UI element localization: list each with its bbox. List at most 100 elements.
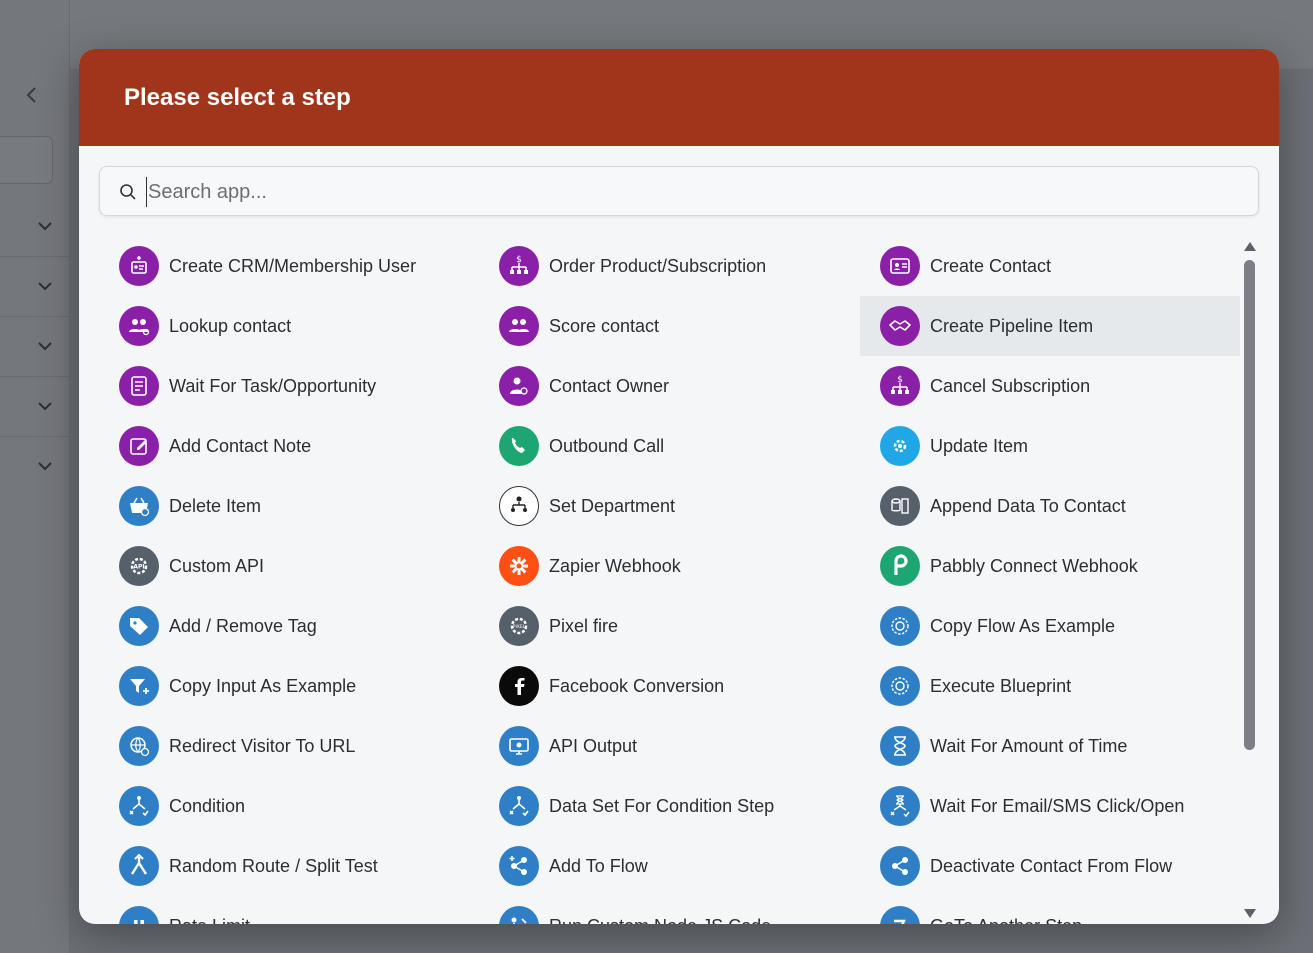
scrollbar[interactable]	[1240, 236, 1260, 924]
step-item[interactable]: Copy Flow As Example	[860, 596, 1240, 656]
step-label: Add To Flow	[549, 855, 648, 876]
step-item[interactable]: Delete Item	[99, 476, 479, 536]
step-item[interactable]: API Custom API	[99, 536, 479, 596]
step-label: Add / Remove Tag	[169, 615, 317, 636]
step-item[interactable]: Update Item	[860, 416, 1240, 476]
step-label: Rate Limit	[169, 916, 250, 925]
step-label: Pixel fire	[549, 615, 619, 636]
step-item[interactable]: Redirect Visitor To URL	[99, 716, 479, 776]
facebook-icon	[499, 666, 539, 706]
step-label: Wait For Amount of Time	[930, 735, 1128, 756]
step-label: Random Route / Split Test	[169, 855, 378, 876]
step-item[interactable]: Add To Flow	[479, 836, 860, 896]
step-item[interactable]: Pabbly Connect Webhook	[860, 536, 1240, 596]
step-item[interactable]: Run Custom Node JS Code	[479, 896, 860, 924]
share-remove-icon	[880, 846, 920, 886]
pabbly-icon	[880, 546, 920, 586]
hourglass-branch-icon	[880, 786, 920, 826]
step-item[interactable]: Create Pipeline Item	[860, 296, 1240, 356]
step-item[interactable]: Contact Owner	[479, 356, 860, 416]
zapier-icon	[499, 546, 539, 586]
step-label: Contact Owner	[549, 375, 670, 396]
tag-icon	[119, 606, 159, 646]
share-add-icon	[499, 846, 539, 886]
search-icon	[120, 184, 136, 200]
step-item[interactable]: Random Route / Split Test	[99, 836, 479, 896]
step-item[interactable]: GoTo Another Step	[860, 896, 1240, 924]
svg-text:PIXEL: PIXEL	[513, 624, 526, 630]
step-label: Data Set For Condition Step	[549, 795, 775, 816]
step-item[interactable]: $ Order Product/Subscription	[479, 236, 860, 296]
user-group-search-icon	[119, 306, 159, 346]
step-label: Order Product/Subscription	[549, 255, 767, 276]
step-item[interactable]: Wait For Task/Opportunity	[99, 356, 479, 416]
step-item[interactable]: Add / Remove Tag	[99, 596, 479, 656]
scroll-down-arrow-icon[interactable]	[1244, 909, 1256, 918]
step-select-modal: Please select a step Create CRM/Membersh…	[79, 49, 1279, 924]
step-item[interactable]: Score contact	[479, 296, 860, 356]
step-item[interactable]: API Output	[479, 716, 860, 776]
split-route-icon	[119, 846, 159, 886]
modal-title: Please select a step	[124, 83, 351, 111]
step-label: Deactivate Contact From Flow	[930, 855, 1173, 876]
step-label: Create Contact	[930, 255, 1052, 276]
step-item[interactable]: Add Contact Note	[99, 416, 479, 476]
user-card-icon	[119, 246, 159, 286]
step-label: Wait For Task/Opportunity	[169, 375, 377, 396]
svg-text:$: $	[897, 375, 903, 385]
search-input[interactable]	[146, 177, 1246, 207]
step-label: Delete Item	[169, 495, 262, 516]
phone-icon	[499, 426, 539, 466]
gear-outline-icon	[880, 606, 920, 646]
step-label: Add Contact Note	[169, 435, 312, 456]
step-grid: Create CRM/Membership User $ Order Product…	[99, 236, 1240, 924]
scrollbar-thumb[interactable]	[1244, 260, 1255, 750]
step-label: API Output	[549, 735, 638, 756]
step-item[interactable]: Zapier Webhook	[479, 536, 860, 596]
step-item[interactable]: Deactivate Contact From Flow	[860, 836, 1240, 896]
edit-note-icon	[119, 426, 159, 466]
step-item[interactable]: Append Data To Contact	[860, 476, 1240, 536]
step-label: Facebook Conversion	[549, 675, 725, 696]
hourglass-icon	[880, 726, 920, 766]
step-item[interactable]: Data Set For Condition Step	[479, 776, 860, 836]
org-chart-icon	[499, 486, 539, 526]
step-item[interactable]: Wait For Email/SMS Click/Open	[860, 776, 1240, 836]
step-label: Pabbly Connect Webhook	[930, 555, 1138, 576]
step-item[interactable]: PIXEL Pixel fire	[479, 596, 860, 656]
step-item[interactable]: Execute Blueprint	[860, 656, 1240, 716]
pixel-gear-icon: PIXEL	[499, 606, 539, 646]
step-item[interactable]: Lookup contact	[99, 296, 479, 356]
step-list: Create CRM/Membership User $ Order Product…	[99, 236, 1240, 924]
handshake-icon	[880, 306, 920, 346]
step-label: Score contact	[549, 315, 660, 336]
search-box	[99, 166, 1259, 216]
step-item[interactable]: Outbound Call	[479, 416, 860, 476]
pause-icon	[119, 906, 159, 924]
basket-remove-icon	[119, 486, 159, 526]
step-label: Run Custom Node JS Code	[549, 916, 771, 925]
dollar-hierarchy-icon: $	[499, 246, 539, 286]
step-label: Copy Input As Example	[169, 675, 357, 696]
step-label: Wait For Email/SMS Click/Open	[930, 795, 1185, 816]
monitor-code-icon	[499, 726, 539, 766]
step-label: Create Pipeline Item	[930, 315, 1094, 336]
svg-text:API: API	[133, 564, 144, 571]
database-checklist-icon	[880, 486, 920, 526]
checklist-icon	[119, 366, 159, 406]
step-item[interactable]: Rate Limit	[99, 896, 479, 924]
step-item[interactable]: Facebook Conversion	[479, 656, 860, 716]
step-item[interactable]: Set Department	[479, 476, 860, 536]
step-label: Copy Flow As Example	[930, 615, 1116, 636]
filter-add-icon	[119, 666, 159, 706]
step-label: Cancel Subscription	[930, 375, 1091, 396]
step-item[interactable]: $ Cancel Subscription	[860, 356, 1240, 416]
step-item[interactable]: Copy Input As Example	[99, 656, 479, 716]
scroll-up-arrow-icon[interactable]	[1244, 242, 1256, 251]
step-item[interactable]: Create Contact	[860, 236, 1240, 296]
step-item[interactable]: Wait For Amount of Time	[860, 716, 1240, 776]
step-label: Execute Blueprint	[930, 675, 1072, 696]
branch-condition-icon	[499, 786, 539, 826]
step-item[interactable]: Create CRM/Membership User	[99, 236, 479, 296]
step-item[interactable]: Condition	[99, 776, 479, 836]
